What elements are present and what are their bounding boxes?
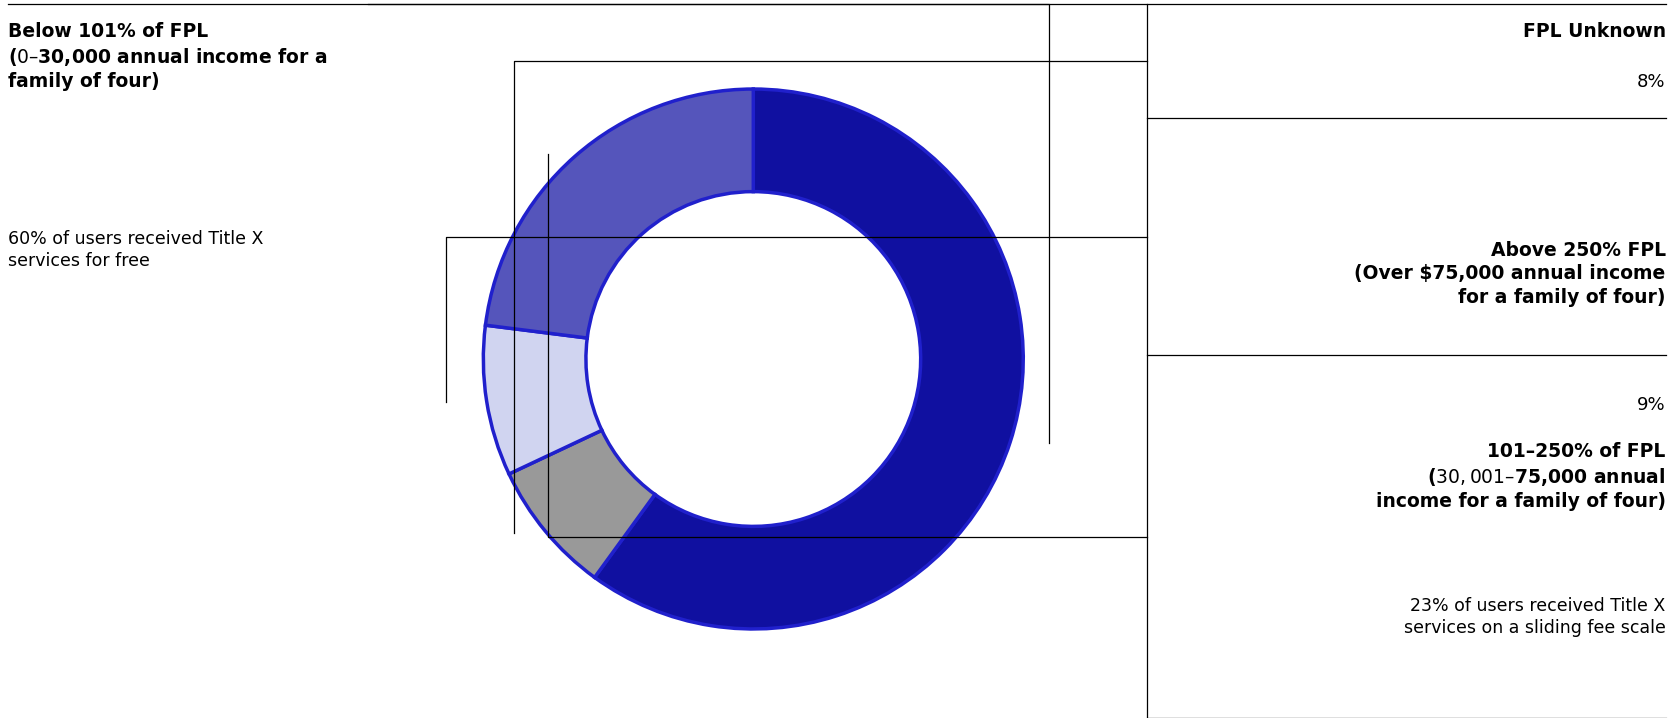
Text: FPL Unknown: FPL Unknown <box>1522 22 1665 40</box>
Text: 101–250% of FPL
($30,001–$75,000 annual
income for a family of four): 101–250% of FPL ($30,001–$75,000 annual … <box>1375 442 1665 511</box>
Text: Below 101% of FPL
($0–$30,000 annual income for a
family of four): Below 101% of FPL ($0–$30,000 annual inc… <box>8 22 328 91</box>
Wedge shape <box>509 430 654 577</box>
Text: 9%: 9% <box>1636 396 1665 414</box>
Wedge shape <box>594 89 1022 629</box>
Wedge shape <box>483 325 602 474</box>
Text: 60% of users received Title X
services for free: 60% of users received Title X services f… <box>8 230 264 270</box>
Text: Above 250% FPL
(Over $75,000 annual income
for a family of four): Above 250% FPL (Over $75,000 annual inco… <box>1353 241 1665 307</box>
Wedge shape <box>485 89 753 338</box>
Text: 8%: 8% <box>1636 73 1665 91</box>
Text: 23% of users received Title X
services on a sliding fee scale: 23% of users received Title X services o… <box>1404 597 1665 637</box>
